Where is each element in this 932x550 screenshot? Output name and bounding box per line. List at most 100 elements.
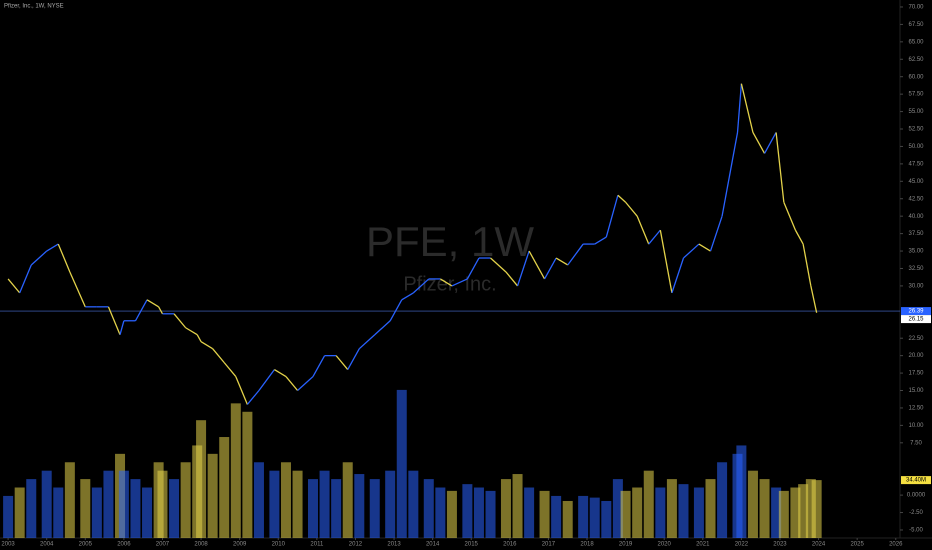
y-tick-label: 60.00 xyxy=(908,74,924,80)
price-segment xyxy=(46,243,59,252)
volume-bar xyxy=(500,479,511,538)
y-tick-label: 7.50 xyxy=(910,440,922,446)
price-segment xyxy=(763,132,777,154)
price-tag: 26.39 xyxy=(908,309,924,315)
x-tick-label: 2010 xyxy=(272,542,286,548)
price-segment xyxy=(783,201,797,231)
volume-bar xyxy=(180,462,191,538)
x-tick-label: 2013 xyxy=(387,542,401,548)
volume-bar xyxy=(473,487,484,538)
price-segment xyxy=(490,257,507,273)
y-tick-label: -5.00 xyxy=(909,528,923,534)
volume-bar xyxy=(118,470,129,538)
volume-bar xyxy=(385,470,396,538)
volume-bar xyxy=(64,462,75,538)
x-tick-label: 2024 xyxy=(812,542,826,548)
y-tick-label: 10.00 xyxy=(908,423,924,429)
price-segment xyxy=(740,83,754,133)
x-tick-label: 2022 xyxy=(735,542,749,548)
volume-bar xyxy=(253,462,264,538)
volume-bar xyxy=(207,453,218,538)
volume-bar xyxy=(230,403,241,538)
volume-bar xyxy=(342,462,353,538)
price-segment xyxy=(555,257,569,266)
volume-bar xyxy=(157,470,168,538)
x-tick-label: 2021 xyxy=(696,542,710,548)
x-tick-label: 2012 xyxy=(349,542,363,548)
y-tick-label: 12.50 xyxy=(908,406,924,412)
price-segment xyxy=(212,348,225,364)
y-tick-label: 62.50 xyxy=(908,57,924,63)
price-segment xyxy=(543,257,557,280)
volume-bar xyxy=(462,484,473,538)
price-segment xyxy=(775,132,785,203)
volume-bar xyxy=(771,487,782,538)
x-tick-label: 2005 xyxy=(79,542,93,548)
volume-bar xyxy=(655,487,666,538)
volume-bar xyxy=(805,479,816,538)
volume-bar xyxy=(705,479,716,538)
price-segment xyxy=(516,250,530,287)
price-segment xyxy=(721,132,739,217)
price-segment xyxy=(185,327,198,336)
y-tick-label: 32.50 xyxy=(908,266,924,272)
price-segment xyxy=(617,194,627,203)
y-tick-label: 67.50 xyxy=(908,22,924,28)
volume-bar xyxy=(280,462,291,538)
volume-bar xyxy=(169,479,180,538)
chart-title: Pfizer, Inc., 1W, NYSE xyxy=(4,4,64,10)
x-tick-label: 2018 xyxy=(580,542,594,548)
volume-bar xyxy=(539,490,550,538)
price-segment xyxy=(374,320,391,336)
price-segment xyxy=(636,215,650,245)
y-tick-label: 35.00 xyxy=(908,249,924,255)
x-tick-label: 2025 xyxy=(850,542,864,548)
volume-bar xyxy=(369,479,380,538)
price-segment xyxy=(698,243,711,252)
price-segment xyxy=(173,313,187,329)
price-segment xyxy=(567,243,584,266)
y-tick-label: 70.00 xyxy=(908,5,924,11)
price-segment xyxy=(451,278,468,287)
y-tick-label: 52.50 xyxy=(908,127,924,133)
x-tick-label: 2019 xyxy=(619,542,633,548)
price-segment xyxy=(246,390,260,405)
price-segment xyxy=(146,299,159,308)
volume-bar xyxy=(292,470,303,538)
y-tick-label: 40.00 xyxy=(908,214,924,220)
x-tick-label: 2015 xyxy=(465,542,479,548)
volume-bar xyxy=(736,445,747,538)
price-segment xyxy=(200,341,213,350)
price-segment xyxy=(335,355,349,371)
volume-bar xyxy=(790,487,801,538)
volume-bar xyxy=(26,479,37,538)
price-segment xyxy=(274,369,287,378)
price-segment xyxy=(401,292,414,301)
x-tick-label: 2011 xyxy=(310,542,324,548)
price-segment xyxy=(196,334,202,343)
y-tick-label: 17.50 xyxy=(908,371,924,377)
y-tick-label: 37.50 xyxy=(908,231,924,237)
volume-bar xyxy=(354,474,365,538)
price-tag-box xyxy=(901,315,931,324)
volume-bar xyxy=(678,484,689,538)
price-segment xyxy=(57,243,71,273)
volume-bar xyxy=(759,479,770,538)
y-tick-label: 42.50 xyxy=(908,196,924,202)
price-segment xyxy=(7,278,21,294)
volume-bar xyxy=(307,479,318,538)
price-segment xyxy=(285,376,299,391)
price-segment xyxy=(648,229,661,245)
volume-bar xyxy=(446,490,457,538)
volume-bar xyxy=(612,479,623,538)
price-segment xyxy=(134,299,148,322)
volume-bar xyxy=(632,487,643,538)
volume-bar xyxy=(589,497,600,538)
price-segment xyxy=(30,250,48,266)
volume-bar xyxy=(396,389,407,538)
y-tick-label: 50.00 xyxy=(908,144,924,150)
volume-bar xyxy=(524,487,535,538)
volume-bar xyxy=(196,420,207,538)
x-tick-label: 2017 xyxy=(542,542,556,548)
